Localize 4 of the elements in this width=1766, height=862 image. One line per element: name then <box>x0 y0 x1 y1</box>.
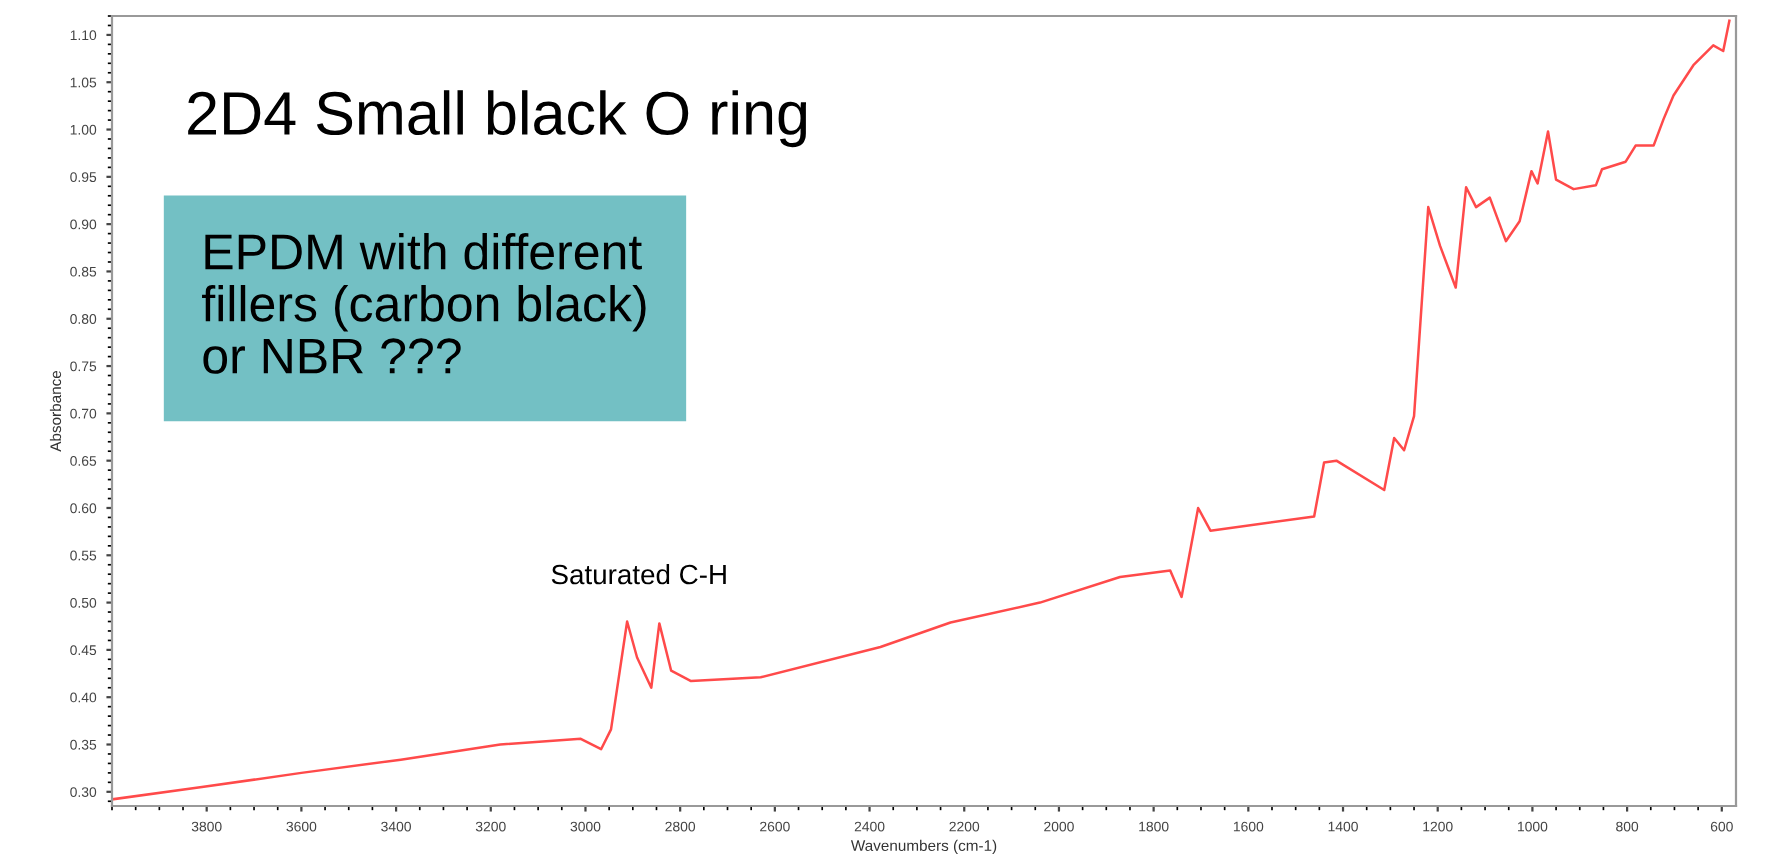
annotation: Saturated C-H <box>551 563 726 585</box>
annotation: EPDM with different fillers (carbon black) or NBR ??? <box>202 232 646 374</box>
line-series <box>112 19 1731 801</box>
annotation: 2D4 Small black O ring <box>188 90 807 148</box>
